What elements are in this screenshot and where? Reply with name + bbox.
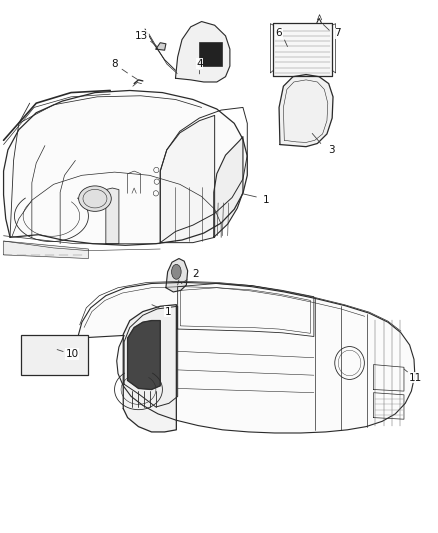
- Bar: [199, 42, 222, 66]
- Polygon shape: [166, 259, 187, 292]
- Ellipse shape: [172, 264, 181, 279]
- Polygon shape: [106, 188, 119, 244]
- Polygon shape: [4, 91, 247, 245]
- Ellipse shape: [79, 186, 111, 212]
- Text: 4: 4: [196, 59, 203, 69]
- Text: 1: 1: [164, 306, 171, 317]
- Polygon shape: [214, 136, 243, 237]
- Text: 7: 7: [334, 28, 341, 38]
- Text: 6: 6: [276, 28, 283, 38]
- Bar: [21, 335, 88, 375]
- Polygon shape: [127, 320, 160, 390]
- Text: 3: 3: [328, 145, 335, 155]
- Text: 8: 8: [111, 59, 118, 69]
- Polygon shape: [123, 305, 177, 432]
- Text: 13: 13: [135, 31, 148, 41]
- Text: 11: 11: [409, 373, 422, 383]
- Polygon shape: [78, 282, 415, 433]
- Polygon shape: [4, 241, 88, 259]
- Polygon shape: [176, 21, 230, 82]
- Text: 1: 1: [263, 195, 269, 205]
- Polygon shape: [273, 22, 332, 76]
- Polygon shape: [160, 115, 215, 243]
- Polygon shape: [124, 306, 178, 407]
- Text: 2: 2: [192, 270, 198, 279]
- Text: 10: 10: [65, 349, 78, 359]
- Polygon shape: [156, 43, 166, 50]
- Polygon shape: [279, 75, 333, 147]
